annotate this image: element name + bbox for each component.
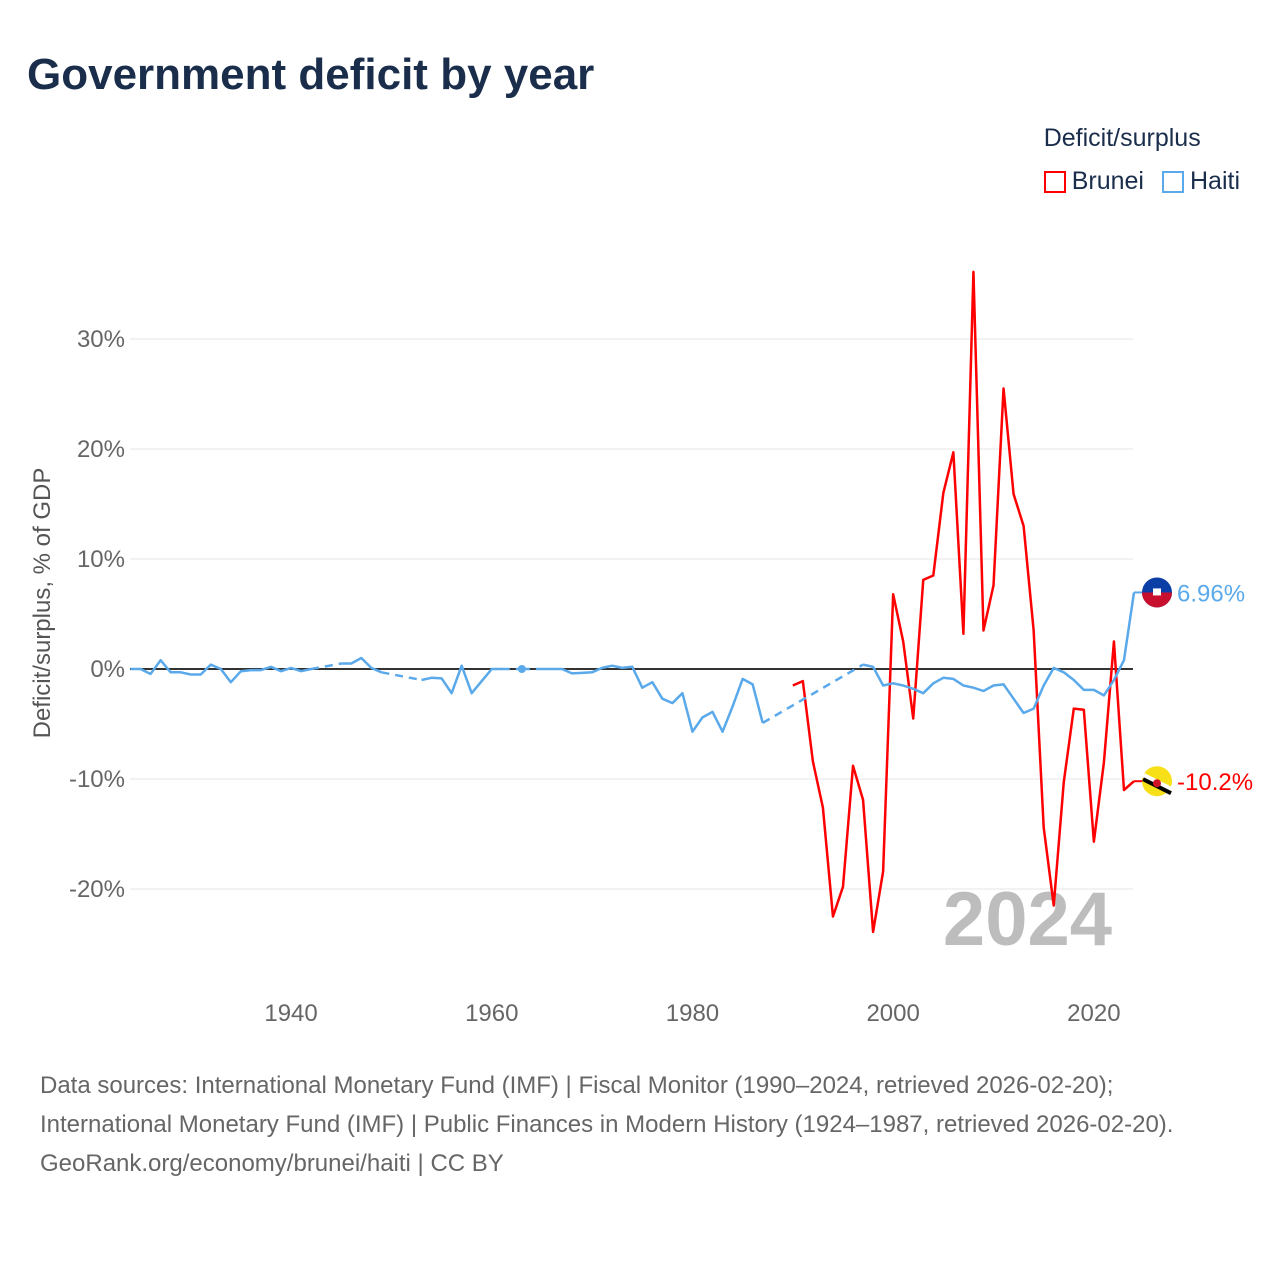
brunei-flag-icon <box>1141 766 1173 797</box>
data-sources: Data sources: International Monetary Fun… <box>40 1072 1174 1138</box>
series-line-haiti <box>130 658 312 684</box>
y-tick-label: 30% <box>77 326 125 353</box>
legend-swatch-brunei <box>1043 170 1066 193</box>
series-line-haiti <box>421 664 502 695</box>
legend-title: Deficit/surplus <box>1043 124 1201 152</box>
flag-emblem <box>1153 779 1161 788</box>
flag-emblem <box>1153 588 1161 596</box>
gap-line-haiti <box>762 663 864 724</box>
end-value-label: 6.96% <box>1177 580 1245 607</box>
credit-link[interactable]: GeoRank.org/economy/brunei/haiti | CC BY <box>40 1150 504 1177</box>
year-watermark: 2024 <box>943 877 1112 962</box>
gap-line-haiti <box>381 671 422 682</box>
legend-item-haiti[interactable]: Haiti <box>1161 167 1240 196</box>
series-line-haiti <box>541 664 764 733</box>
y-tick-label: 20% <box>77 436 125 463</box>
x-axis-ticks: 1940 1960 1980 2000 2020 <box>264 1000 1120 1027</box>
legend-label: Haiti <box>1189 167 1240 195</box>
gap-line-haiti <box>310 662 342 671</box>
series-lines <box>130 270 1136 934</box>
legend-item-brunei[interactable]: Brunei <box>1043 167 1144 196</box>
chart-title: Government deficit by year <box>27 50 595 99</box>
legend-swatch-haiti <box>1161 170 1184 193</box>
series-line-haiti <box>341 656 382 674</box>
series-line-brunei <box>792 270 1135 934</box>
legend: Deficit/surplus Brunei Haiti <box>1043 124 1240 196</box>
y-tick-label: -20% <box>69 876 125 903</box>
haiti-flag-icon <box>1142 577 1172 608</box>
x-tick-label: 1940 <box>264 1000 317 1027</box>
x-tick-label: 2020 <box>1067 1000 1120 1027</box>
y-tick-label: 10% <box>77 546 125 573</box>
flag-half <box>1142 592 1172 608</box>
x-tick-label: 1960 <box>465 1000 518 1027</box>
footer: Data sources: International Monetary Fun… <box>40 1066 1240 1183</box>
y-tick-label: -10% <box>69 766 125 793</box>
x-tick-label: 1980 <box>666 1000 719 1027</box>
y-tick-label: 0% <box>90 656 125 683</box>
x-tick-label: 2000 <box>866 1000 919 1027</box>
y-axis-ticks: 30% 20% 10% 0% -10% -20% <box>69 326 125 903</box>
end-value-label: -10.2% <box>1177 769 1253 796</box>
end-labels: -10.2% 6.96% <box>1134 577 1253 797</box>
y-axis-label: Deficit/surplus, % of GDP <box>29 468 56 739</box>
series-line-haiti <box>862 592 1136 715</box>
legend-label: Brunei <box>1071 167 1144 195</box>
